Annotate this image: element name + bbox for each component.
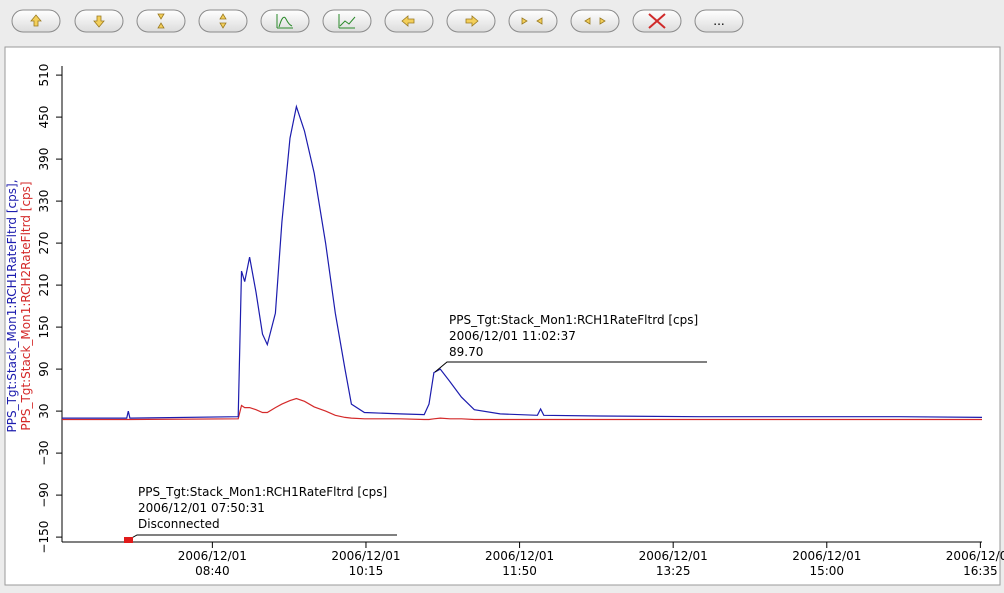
y-tick-label: 330 xyxy=(37,190,51,213)
series-line xyxy=(62,104,983,419)
icon xyxy=(338,14,356,29)
icon xyxy=(276,14,293,29)
icon xyxy=(401,15,415,27)
disconnected-marker xyxy=(124,537,133,543)
icon xyxy=(521,17,543,25)
annotation-text: 2006/12/01 11:02:37 xyxy=(449,329,576,343)
y-tick-label: 450 xyxy=(37,106,51,129)
expand-y-button[interactable] xyxy=(198,9,248,33)
shrink-y-button[interactable] xyxy=(136,9,186,33)
y-axis-label: PPS_Tgt:Stack_Mon1:RCH1RateFltrd [cps], xyxy=(5,179,19,432)
y-tick-label: 210 xyxy=(37,274,51,297)
x-tick-label: 2006/12/01 11:50 xyxy=(485,549,554,578)
y-tick-label: 510 xyxy=(37,64,51,87)
more-label: ... xyxy=(713,14,724,28)
y-tick-label: −150 xyxy=(37,521,51,554)
annotation-text: PPS_Tgt:Stack_Mon1:RCH1RateFltrd [cps] xyxy=(449,313,698,327)
toolbar: ... xyxy=(11,9,744,33)
annotation-text: Disconnected xyxy=(138,517,220,531)
y-tick-label: 390 xyxy=(37,148,51,171)
icon xyxy=(30,14,42,27)
icon xyxy=(584,17,606,25)
icon xyxy=(465,15,479,27)
stagger-button[interactable] xyxy=(322,9,372,33)
y-tick-label: 90 xyxy=(37,361,51,376)
y-tick-label: −30 xyxy=(37,440,51,465)
x-tick-label: 2006/12/01 15:00 xyxy=(792,549,861,578)
icon xyxy=(648,13,666,29)
x-tick-label: 2006/12/01 10:15 xyxy=(331,549,400,578)
plot-panel xyxy=(4,46,1001,586)
annotation-text: 89.70 xyxy=(449,345,483,359)
shrink-x-button[interactable] xyxy=(508,9,558,33)
icon xyxy=(157,13,165,29)
annotation-text: 2006/12/01 07:50:31 xyxy=(138,501,265,515)
y-tick-label: 150 xyxy=(37,316,51,339)
y-axis-label: PPS_Tgt:Stack_Mon1:RCH2RateFltrd [cps] xyxy=(19,181,33,430)
y-tick-label: 270 xyxy=(37,232,51,255)
chart: −150 −90 −30 30 90 150 210 270 330 390 450 510 2006/… xyxy=(5,64,1004,578)
x-tick-label: 2006/12/01 13:25 xyxy=(639,549,708,578)
annotation-leader xyxy=(434,361,707,373)
expand-x-button[interactable] xyxy=(570,9,620,33)
autoscale-button[interactable] xyxy=(260,9,310,33)
more-button[interactable] xyxy=(694,9,744,33)
icon xyxy=(93,15,105,28)
x-tick-label: 2006/12/01 08:40 xyxy=(178,549,247,578)
annotation-text: PPS_Tgt:Stack_Mon1:RCH1RateFltrd [cps] xyxy=(138,485,387,499)
y-tick-label: −90 xyxy=(37,482,51,507)
x-tick-label: 2006/12/0116:35 xyxy=(946,549,1004,578)
y-tick-label: 30 xyxy=(37,403,51,418)
series-line xyxy=(62,397,982,421)
icon xyxy=(219,13,227,29)
